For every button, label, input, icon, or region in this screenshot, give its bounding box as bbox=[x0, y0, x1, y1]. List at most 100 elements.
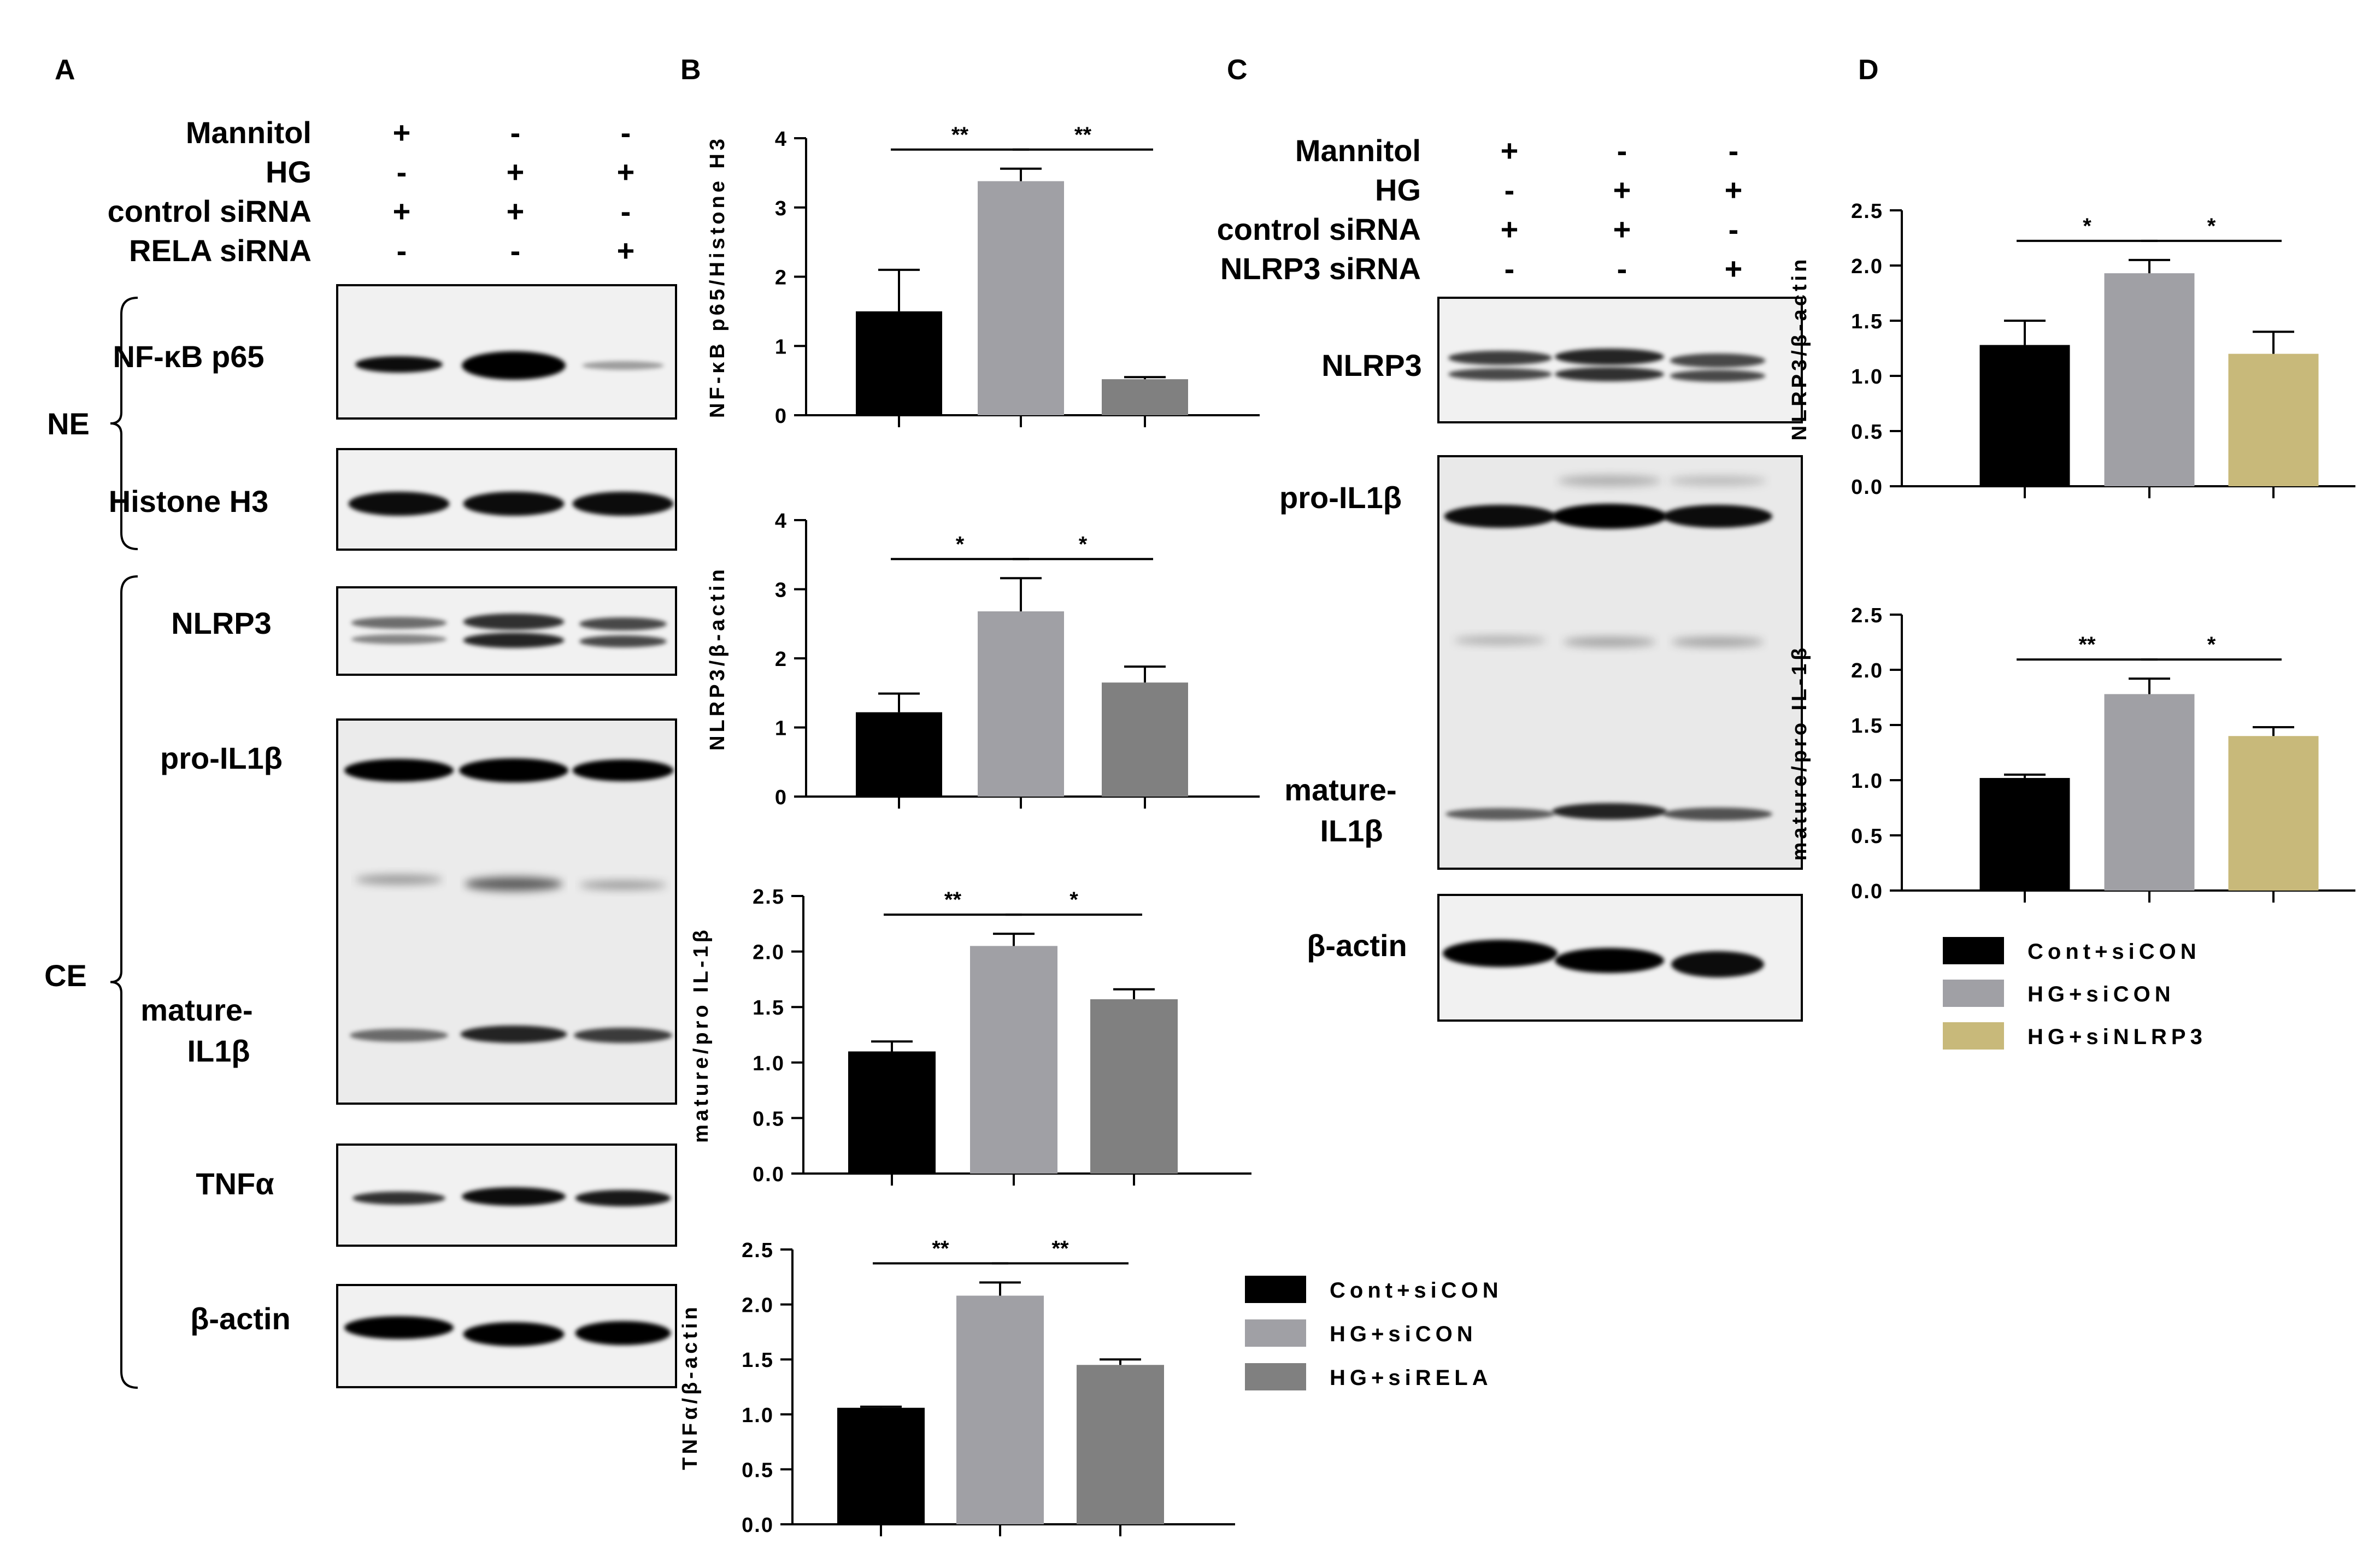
band bbox=[572, 492, 674, 516]
significance-label: ** bbox=[951, 123, 969, 147]
band bbox=[465, 877, 563, 891]
chart-B2: 0 1 2 3 4 NLRP3/β-actin * * bbox=[706, 510, 1260, 809]
panelC-condition-mark: - bbox=[1617, 251, 1627, 286]
chart-B1: 0 1 2 3 4 NF-κB p65/Histone H3 ** ** bbox=[706, 123, 1260, 428]
band bbox=[1454, 636, 1547, 645]
panelA-blot-label: β-actin bbox=[190, 1301, 291, 1336]
y-axis-label: NLRP3/β-actin bbox=[1788, 256, 1811, 441]
panelC-condition-mark: - bbox=[1617, 133, 1627, 168]
bar bbox=[837, 1407, 925, 1524]
band bbox=[1558, 475, 1661, 486]
bar bbox=[956, 1295, 1044, 1524]
band bbox=[352, 1192, 445, 1205]
group-label-ne: NE bbox=[47, 406, 90, 441]
y-tick-label: 2.5 bbox=[1851, 604, 1883, 627]
blot-il1b-C bbox=[1437, 455, 1803, 870]
bar bbox=[1102, 682, 1188, 797]
y-tick-label: 0.5 bbox=[1851, 825, 1883, 848]
y-axis-label: NF-κB p65/Histone H3 bbox=[706, 135, 729, 418]
band bbox=[351, 617, 447, 629]
band bbox=[1444, 505, 1556, 528]
band bbox=[572, 759, 674, 781]
band bbox=[355, 875, 443, 885]
band bbox=[574, 1028, 672, 1043]
y-tick-label: 2.5 bbox=[753, 886, 785, 909]
bar bbox=[1979, 345, 2070, 486]
bar bbox=[970, 946, 1057, 1174]
significance-label: * bbox=[956, 532, 965, 556]
y-tick-label: 2.0 bbox=[1851, 659, 1883, 682]
panelA-blot-label: pro-IL1β bbox=[160, 741, 283, 775]
band bbox=[579, 881, 667, 889]
bracket-ne bbox=[110, 297, 138, 550]
panelC-condition-mark: + bbox=[1501, 133, 1519, 168]
y-tick-label: 1.5 bbox=[1851, 715, 1883, 738]
western-blot-layer bbox=[110, 284, 1803, 1389]
panelA-blot-label: TNFα bbox=[196, 1166, 274, 1201]
y-tick-label: 1.0 bbox=[753, 1052, 785, 1075]
y-tick-label: 0 bbox=[775, 405, 788, 428]
y-tick-label: 2.5 bbox=[742, 1239, 774, 1262]
band bbox=[460, 1025, 567, 1043]
chart-D1: 0.0 0.5 1.0 1.5 2.0 2.5 NLRP3/β-actin * * bbox=[1788, 200, 2355, 499]
y-tick-label: 4 bbox=[775, 128, 788, 151]
panelC-blot-label: IL1β bbox=[1320, 814, 1383, 848]
band bbox=[575, 1190, 671, 1206]
legend-swatch bbox=[1943, 1022, 2004, 1050]
legend-label: HG+siNLRP3 bbox=[2028, 1025, 2207, 1049]
text-layer: A B C D Mannitol + - - HG - + + control siRNA + + - RELA… bbox=[44, 54, 1878, 1336]
y-tick-label: 0.5 bbox=[742, 1459, 774, 1482]
significance-label: * bbox=[2207, 633, 2216, 657]
band bbox=[1448, 368, 1552, 380]
y-tick-label: 1 bbox=[775, 717, 788, 740]
band bbox=[1555, 948, 1664, 973]
band bbox=[463, 492, 565, 516]
band bbox=[463, 1322, 565, 1346]
legend-label: Cont+siCON bbox=[1330, 1278, 1503, 1302]
panel-letter-A: A bbox=[55, 54, 75, 86]
y-tick-label: 2.5 bbox=[1851, 200, 1883, 223]
band bbox=[1552, 803, 1667, 820]
significance-label: ** bbox=[1051, 1236, 1069, 1260]
band bbox=[355, 356, 443, 373]
significance-label: ** bbox=[932, 1236, 949, 1260]
significance-label: * bbox=[1079, 532, 1088, 556]
y-tick-label: 0.0 bbox=[1851, 476, 1883, 499]
bar bbox=[2228, 353, 2319, 486]
panelC-condition-label: HG bbox=[1375, 173, 1421, 207]
significance-label: * bbox=[2207, 214, 2216, 238]
y-tick-label: 1.5 bbox=[1851, 310, 1883, 333]
significance-label: ** bbox=[2078, 633, 2096, 657]
bar bbox=[1102, 379, 1188, 415]
band bbox=[1555, 367, 1664, 381]
panelA-condition-mark: + bbox=[617, 155, 635, 189]
y-tick-label: 0.0 bbox=[742, 1514, 774, 1537]
blot-nfkb-p65 bbox=[336, 284, 677, 420]
y-tick-label: 1.0 bbox=[742, 1404, 774, 1427]
y-tick-label: 1.0 bbox=[1851, 770, 1883, 793]
band bbox=[459, 758, 568, 782]
blot-tnfa-A bbox=[336, 1143, 677, 1247]
band bbox=[579, 635, 667, 647]
legend-swatch bbox=[1943, 980, 2004, 1007]
panel-letter-C: C bbox=[1227, 54, 1248, 86]
y-tick-label: 0 bbox=[775, 786, 788, 809]
bar bbox=[848, 1051, 936, 1174]
band bbox=[350, 1029, 448, 1042]
y-tick-label: 2.0 bbox=[1851, 255, 1883, 278]
panelA-condition-mark: - bbox=[397, 155, 407, 189]
y-tick-label: 1 bbox=[775, 335, 788, 358]
band bbox=[1670, 353, 1766, 368]
panelC-blot-label: pro-IL1β bbox=[1279, 480, 1402, 515]
band bbox=[1663, 807, 1772, 821]
panelA-condition-label: HG bbox=[266, 155, 312, 189]
panelA-condition-mark: - bbox=[397, 233, 407, 268]
y-tick-label: 4 bbox=[775, 510, 788, 533]
panelC-condition-mark: - bbox=[1729, 133, 1739, 168]
legend-swatch bbox=[1943, 937, 2004, 964]
band bbox=[344, 1316, 454, 1339]
band bbox=[1555, 349, 1664, 365]
bar bbox=[1077, 1365, 1164, 1524]
panelA-blot-label: Histone H3 bbox=[109, 484, 269, 518]
